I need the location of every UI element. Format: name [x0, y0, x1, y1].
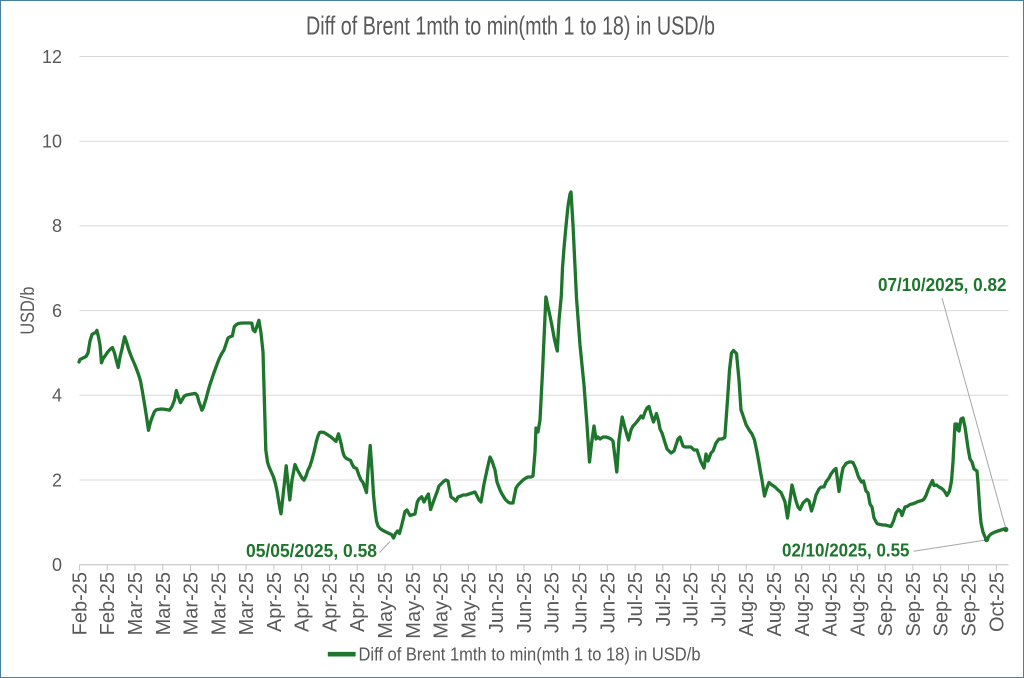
- svg-text:May-25: May-25: [430, 572, 452, 639]
- svg-text:Mar-25: Mar-25: [152, 572, 174, 635]
- svg-text:Aug-25: Aug-25: [791, 572, 813, 637]
- svg-text:Mar-25: Mar-25: [125, 572, 147, 635]
- svg-text:05/05/2025, 0.58: 05/05/2025, 0.58: [246, 541, 377, 561]
- svg-text:6: 6: [51, 300, 61, 320]
- svg-text:Apr-25: Apr-25: [319, 572, 341, 632]
- svg-text:02/10/2025, 0.55: 02/10/2025, 0.55: [782, 540, 910, 560]
- svg-text:Feb-25: Feb-25: [97, 572, 119, 635]
- svg-text:Jun-25: Jun-25: [569, 572, 591, 633]
- svg-text:May-25: May-25: [458, 572, 480, 639]
- svg-text:Jul-25: Jul-25: [652, 572, 674, 626]
- svg-text:Mar-25: Mar-25: [180, 572, 202, 635]
- svg-text:Jun-25: Jun-25: [486, 572, 508, 633]
- svg-text:Sep-25: Sep-25: [930, 572, 952, 637]
- svg-text:Diff of Brent 1mth to min(mth: Diff of Brent 1mth to min(mth 1 to 18) i…: [306, 10, 715, 40]
- svg-text:Aug-25: Aug-25: [764, 572, 786, 637]
- svg-text:USD/b: USD/b: [18, 286, 39, 334]
- svg-text:Sep-25: Sep-25: [902, 572, 924, 637]
- svg-text:07/10/2025, 0.82: 07/10/2025, 0.82: [878, 275, 1007, 295]
- svg-text:8: 8: [51, 216, 61, 236]
- svg-text:Jun-25: Jun-25: [514, 572, 536, 633]
- svg-text:10: 10: [41, 131, 61, 151]
- svg-text:Jun-25: Jun-25: [597, 572, 619, 633]
- svg-text:Mar-25: Mar-25: [236, 572, 258, 635]
- svg-text:12: 12: [41, 46, 61, 66]
- svg-text:Jul-25: Jul-25: [625, 572, 647, 626]
- svg-text:Jul-25: Jul-25: [708, 572, 730, 626]
- svg-text:May-25: May-25: [402, 572, 424, 639]
- svg-text:Aug-25: Aug-25: [819, 572, 841, 637]
- svg-text:Feb-25: Feb-25: [69, 572, 91, 635]
- svg-text:Sep-25: Sep-25: [958, 572, 980, 637]
- svg-text:4: 4: [51, 385, 61, 405]
- svg-text:Apr-25: Apr-25: [291, 572, 313, 632]
- svg-text:Aug-25: Aug-25: [736, 572, 758, 637]
- svg-text:Apr-25: Apr-25: [263, 572, 285, 632]
- svg-text:2: 2: [51, 470, 61, 490]
- svg-text:Apr-25: Apr-25: [347, 572, 369, 632]
- svg-text:Mar-25: Mar-25: [208, 572, 230, 635]
- svg-text:Jul-25: Jul-25: [680, 572, 702, 626]
- svg-text:May-25: May-25: [375, 572, 397, 639]
- svg-text:0: 0: [51, 555, 61, 575]
- svg-text:Jun-25: Jun-25: [541, 572, 563, 633]
- svg-text:Aug-25: Aug-25: [847, 572, 869, 637]
- svg-text:Oct-25: Oct-25: [986, 572, 1008, 632]
- svg-text:Sep-25: Sep-25: [875, 572, 897, 637]
- svg-text:Diff of Brent 1mth to min(mth: Diff of Brent 1mth to min(mth 1 to 18) i…: [358, 643, 700, 664]
